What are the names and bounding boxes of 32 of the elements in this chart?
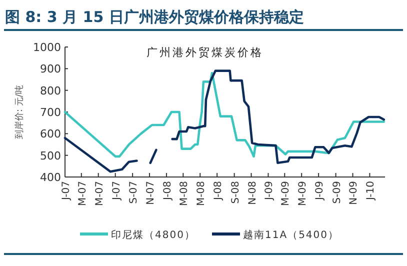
x-tick-label: M-07 xyxy=(94,181,106,206)
x-tick-label: J-07 xyxy=(111,181,122,201)
x-tick-label: M-09 xyxy=(280,181,292,206)
x-tick-label: J-08 xyxy=(162,181,174,201)
y-tick-label: 900 xyxy=(40,62,61,76)
x-tick-label: J-09 xyxy=(264,181,276,201)
legend-label: 印尼煤（4800） xyxy=(111,229,196,241)
x-tick-label: J-10 xyxy=(366,181,377,201)
y-tick-label: 1000 xyxy=(33,41,61,54)
x-tick-label: M-09 xyxy=(298,181,309,206)
legend-label: 越南11A（5400） xyxy=(243,229,340,241)
x-tick-label: J-09 xyxy=(314,181,326,201)
x-tick-label: M-08 xyxy=(196,181,208,206)
x-tick-label: S-08 xyxy=(230,181,242,204)
y-tick-label: 800 xyxy=(40,84,61,98)
x-tick-label: J-08 xyxy=(213,181,224,201)
x-tick-label: N-07 xyxy=(146,181,157,205)
chart-title: 图 8: 3 月 15 日广州港外贸煤价格保持稳定 xyxy=(5,8,304,26)
y-axis-title: 到岸价: 元/吨 xyxy=(14,85,25,139)
chart-subtitle: 广州港外贸煤炭价格 xyxy=(146,46,264,59)
x-tick-label: S-09 xyxy=(332,181,343,204)
x-tick-label: M-08 xyxy=(179,181,190,206)
x-tick-label: S-07 xyxy=(128,181,140,204)
x-tick-label: N-08 xyxy=(247,181,258,205)
y-tick-label: 600 xyxy=(40,128,61,141)
x-tick-label: M-07 xyxy=(77,181,88,206)
line-series xyxy=(64,72,386,158)
y-tick-label: 700 xyxy=(40,106,61,119)
y-tick-label: 500 xyxy=(40,149,61,162)
x-tick-label: N-09 xyxy=(348,181,360,205)
x-tick-label: J-07 xyxy=(61,181,72,201)
y-tick-label: 400 xyxy=(40,171,61,184)
